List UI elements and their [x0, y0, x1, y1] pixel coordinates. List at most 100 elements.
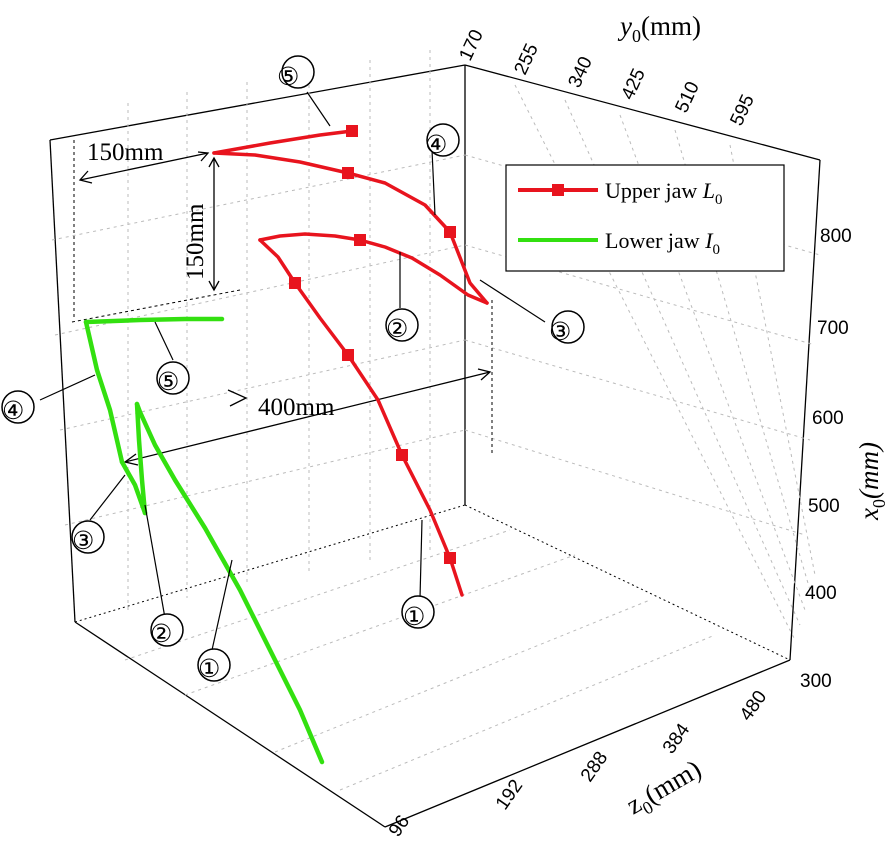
arrow-head	[208, 280, 220, 292]
lower-label-3: ③	[72, 528, 94, 555]
leader-line	[431, 149, 436, 216]
bracket-mark	[227, 389, 248, 407]
y-tick-label: 255	[510, 41, 542, 79]
leader-line	[419, 519, 423, 599]
grid-line	[339, 634, 716, 791]
arrow-head	[123, 453, 139, 466]
lower-jaw-segment-2	[134, 401, 148, 516]
legend-upper-name: Upper jaw	[605, 178, 703, 203]
axes-box	[49, 64, 821, 828]
leader-line	[479, 279, 546, 323]
legend-upper-label: Upper jaw L0	[605, 178, 723, 208]
z-tick-label: 384	[659, 720, 695, 758]
grid-line	[59, 339, 466, 431]
x-axis-unit: (mm)	[854, 442, 884, 499]
grid-line	[51, 154, 466, 241]
grid-line	[464, 339, 811, 441]
upper-jaw-marker	[289, 277, 301, 289]
height-annotation: 150mm	[182, 203, 209, 280]
dimension-arrow	[79, 152, 209, 181]
upper-jaw-segment-2	[258, 232, 489, 305]
z-tick-label: 288	[577, 748, 612, 786]
legend-box	[505, 164, 785, 272]
y-tick-label: 170	[455, 27, 487, 65]
grid-line	[464, 429, 806, 536]
z-axis-unit: (mm)	[639, 754, 706, 810]
leader-line	[89, 474, 126, 521]
upper-label-3: ③	[549, 319, 571, 346]
grid-line	[729, 144, 816, 576]
grid-line	[564, 99, 801, 626]
box-edge	[464, 64, 821, 161]
label-circle	[1, 390, 35, 424]
x-axis-title: x0(mm)	[854, 442, 889, 521]
x-tick-label: 800	[820, 226, 852, 247]
grid-line	[464, 244, 816, 346]
arrow-head	[197, 151, 210, 162]
lower-jaw-segment-4	[83, 319, 125, 465]
legend: Upper jaw L0 Lower jaw I0	[505, 164, 785, 272]
upper-jaw-marker	[342, 349, 354, 361]
lower-label-4: ④	[2, 398, 24, 425]
leader-line	[39, 374, 96, 401]
z-axis-title: z0(mm)	[621, 754, 709, 825]
lower-label-5: ⑤	[157, 369, 179, 396]
label-circle	[385, 308, 419, 342]
upper-jaw-marker	[444, 226, 456, 238]
y-tick-labels: 170 255 340 425 510 595	[455, 27, 758, 130]
upper-jaw-segment-4	[212, 151, 452, 234]
x-tick-label: 400	[805, 583, 837, 604]
upper-jaw-marker	[396, 449, 408, 461]
legend-lower-label: Lower jaw I0	[605, 228, 720, 258]
dimension-guides	[71, 140, 493, 466]
legend-upper-sub: 0	[715, 192, 723, 208]
width-annotation: 150mm	[87, 139, 164, 166]
legend-lower-sub: 0	[713, 242, 721, 258]
lower-segment-labels: ① ② ③ ④ ⑤	[2, 369, 220, 683]
x-tick-label: 300	[800, 671, 832, 692]
leader-line	[306, 91, 331, 127]
arrow-head	[78, 170, 93, 184]
x-axis-var: x	[854, 508, 884, 521]
arrow-head	[208, 156, 220, 168]
y-tick-label: 510	[671, 79, 703, 117]
upper-jaw-marker	[346, 125, 358, 137]
lower-label-2: ②	[150, 621, 172, 648]
dimension-arrow	[124, 371, 491, 463]
label-circle	[71, 520, 105, 554]
gap-annotation: 400mm	[258, 394, 335, 421]
leader-line	[144, 504, 166, 619]
label-circle	[197, 648, 231, 682]
box-edge	[384, 659, 791, 828]
lower-jaw-segment-1	[134, 401, 325, 765]
z-tick-label: 192	[492, 776, 527, 814]
upper-label-5: ⑤	[277, 64, 299, 91]
upper-jaw-segment-3	[448, 230, 489, 305]
upper-label-1: ①	[403, 604, 425, 631]
upper-jaw-segment-5	[212, 129, 354, 155]
x-tick-label: 500	[808, 496, 840, 517]
label-circle	[551, 310, 585, 344]
leader-line	[211, 559, 233, 651]
upper-label-2: ②	[386, 316, 408, 343]
label-circle	[426, 123, 460, 157]
upper-segment-labels: ① ② ③ ④ ⑤	[277, 64, 571, 631]
legend-lower-name: Lower jaw	[605, 228, 705, 253]
grid-line	[274, 599, 651, 753]
box-edge	[789, 159, 821, 661]
upper-jaw-marker	[342, 167, 354, 179]
y-axis-sub: 0	[632, 26, 641, 46]
y-tick-label: 595	[726, 92, 758, 130]
grid-line	[124, 529, 511, 661]
upper-jaw-segment-1	[258, 238, 464, 597]
box-edge	[74, 621, 386, 828]
upper-label-4: ④	[425, 132, 447, 159]
y-axis-unit: (mm)	[641, 11, 701, 41]
upper-jaw-marker	[444, 552, 456, 564]
lower-label-1: ①	[198, 656, 220, 683]
lower-jaw-segment-3	[119, 459, 148, 516]
label-circle	[150, 613, 184, 647]
z-tick-labels: 96 192 288 384 480	[385, 687, 771, 841]
grid-line	[64, 429, 466, 526]
